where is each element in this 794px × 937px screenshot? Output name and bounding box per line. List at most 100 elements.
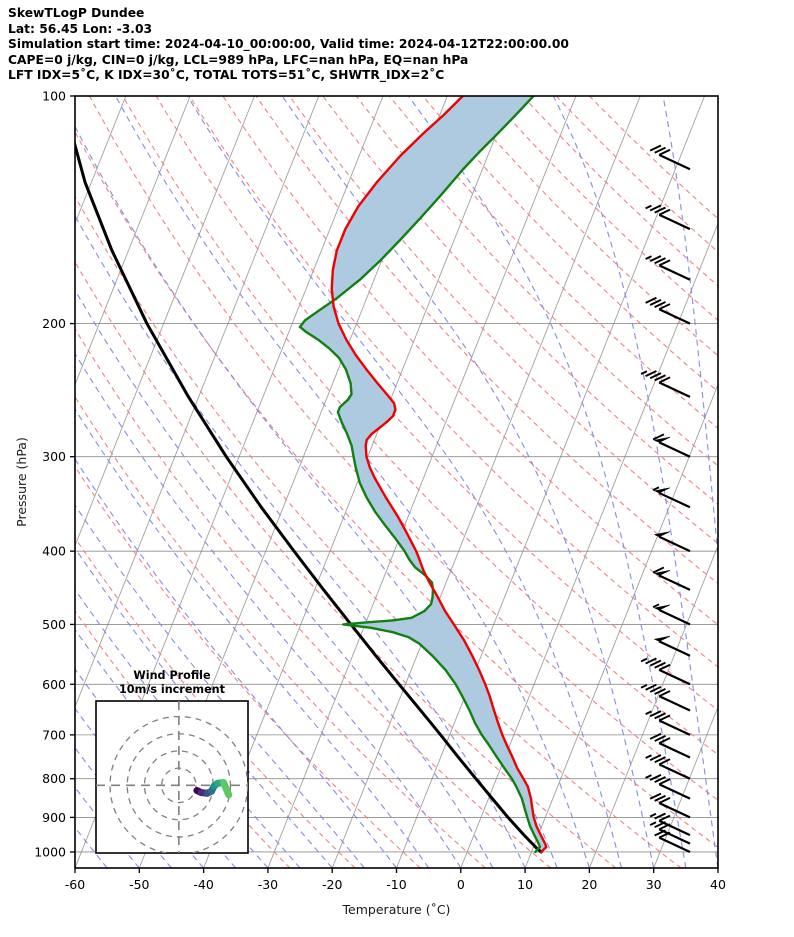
x-axis-label: Temperature (˚C) bbox=[342, 902, 451, 917]
hodograph-title-line1: Wind Profile bbox=[133, 669, 211, 682]
barb-shaft bbox=[658, 828, 691, 845]
header-indices-1: CAPE=0 j/kg, CIN=0 j/kg, LCL=989 hPa, LF… bbox=[8, 52, 469, 67]
barb-half bbox=[645, 774, 652, 779]
barb-full bbox=[654, 301, 666, 308]
header-times: Simulation start time: 2024-04-10_00:00:… bbox=[8, 37, 569, 52]
barb-full bbox=[654, 756, 666, 764]
isotherm-line bbox=[0, 96, 62, 868]
header-indices-2: LFT IDX=5˚C, K IDX=30˚C, TOTAL TOTS=51˚C… bbox=[8, 68, 445, 83]
isotherm-line bbox=[267, 96, 577, 868]
barb-full bbox=[654, 688, 666, 695]
barb-shaft bbox=[658, 783, 691, 800]
x-tick-label: 0 bbox=[457, 877, 465, 892]
barb-full bbox=[654, 257, 666, 265]
barb-full bbox=[649, 710, 662, 718]
barb-shaft bbox=[658, 264, 691, 281]
barb-shaft bbox=[658, 153, 691, 171]
parcel-profile-line bbox=[75, 139, 543, 854]
x-tick-label: 40 bbox=[710, 877, 726, 892]
barb-full bbox=[654, 735, 666, 742]
barb-full bbox=[654, 776, 666, 783]
barb-full bbox=[649, 685, 662, 693]
barb-full bbox=[652, 566, 665, 574]
barb-full bbox=[658, 814, 671, 822]
y-tick-label: 1000 bbox=[34, 844, 66, 859]
barb-full bbox=[649, 204, 662, 212]
mixing-ratio-line bbox=[75, 289, 494, 868]
barb-pennant bbox=[653, 436, 671, 443]
barb-half bbox=[645, 710, 652, 716]
barb-shaft bbox=[658, 742, 691, 759]
wind-barb bbox=[652, 566, 691, 591]
wind-barb bbox=[649, 812, 691, 837]
mixing-ratio-line bbox=[114, 96, 590, 868]
barb-full bbox=[658, 714, 671, 722]
isotherm-line bbox=[782, 96, 794, 868]
barb-full bbox=[654, 812, 666, 820]
barb-full bbox=[658, 208, 671, 216]
barb-full bbox=[649, 298, 662, 306]
wind-barb bbox=[645, 754, 691, 780]
barb-shaft bbox=[658, 819, 691, 837]
dry-adiabat-line bbox=[88, 96, 718, 801]
barb-full bbox=[649, 754, 662, 761]
wind-barb bbox=[649, 792, 691, 819]
barb-full bbox=[645, 683, 657, 691]
barb-pennant bbox=[653, 487, 671, 494]
temperature-profile-line bbox=[330, 96, 548, 854]
barb-half bbox=[640, 684, 648, 689]
wind-barb bbox=[640, 657, 691, 686]
wind-barb bbox=[645, 774, 691, 800]
barb-shaft bbox=[658, 535, 691, 553]
barb-full bbox=[654, 661, 666, 669]
barb-full bbox=[649, 792, 662, 800]
barb-full bbox=[658, 758, 671, 766]
y-tick-label: 100 bbox=[42, 89, 66, 104]
barb-half bbox=[649, 821, 657, 826]
isotherm-line bbox=[331, 96, 641, 868]
x-tick-label: 10 bbox=[517, 877, 533, 892]
dry-adiabat-line bbox=[388, 96, 718, 430]
hodograph-content bbox=[96, 701, 248, 853]
y-tick-label: 600 bbox=[42, 677, 66, 692]
barb-full bbox=[658, 737, 671, 745]
wind-barb bbox=[652, 433, 691, 458]
barb-full bbox=[658, 797, 671, 804]
dry-adiabat-line bbox=[422, 96, 718, 393]
wind-barb bbox=[652, 486, 691, 509]
barb-pennant bbox=[653, 635, 671, 642]
mixing-ratio-line bbox=[789, 0, 794, 868]
barb-shaft bbox=[658, 609, 691, 626]
barb-full bbox=[658, 376, 671, 384]
dry-adiabat-line bbox=[322, 96, 718, 505]
barb-shaft bbox=[658, 213, 691, 231]
barb-shaft bbox=[658, 719, 691, 736]
y-tick-label: 400 bbox=[42, 544, 66, 559]
barb-full bbox=[645, 370, 657, 377]
barb-full bbox=[658, 259, 671, 267]
y-tick-label: 200 bbox=[42, 316, 66, 331]
mixing-ratio-line bbox=[75, 214, 526, 868]
barb-half bbox=[645, 255, 652, 260]
barb-full bbox=[658, 148, 671, 156]
x-tick-label: -50 bbox=[129, 877, 149, 892]
dry-adiabat-line bbox=[188, 96, 718, 668]
wind-barb bbox=[640, 683, 691, 712]
barb-full bbox=[654, 374, 666, 382]
barb-shaft bbox=[658, 441, 691, 458]
dry-adiabat-line bbox=[355, 96, 718, 467]
x-tick-label: -60 bbox=[65, 877, 85, 892]
barb-full bbox=[645, 657, 657, 665]
barb-shaft bbox=[658, 802, 691, 819]
data-layer bbox=[75, 96, 548, 854]
dry-adiabat-line bbox=[75, 536, 356, 868]
barb-shaft bbox=[658, 695, 691, 712]
barb-full bbox=[658, 690, 671, 698]
wind-barb bbox=[645, 204, 691, 231]
barb-shaft bbox=[658, 763, 691, 780]
y-tick-label: 900 bbox=[42, 810, 66, 825]
barb-half bbox=[645, 204, 652, 210]
hodograph-segment bbox=[220, 779, 233, 799]
